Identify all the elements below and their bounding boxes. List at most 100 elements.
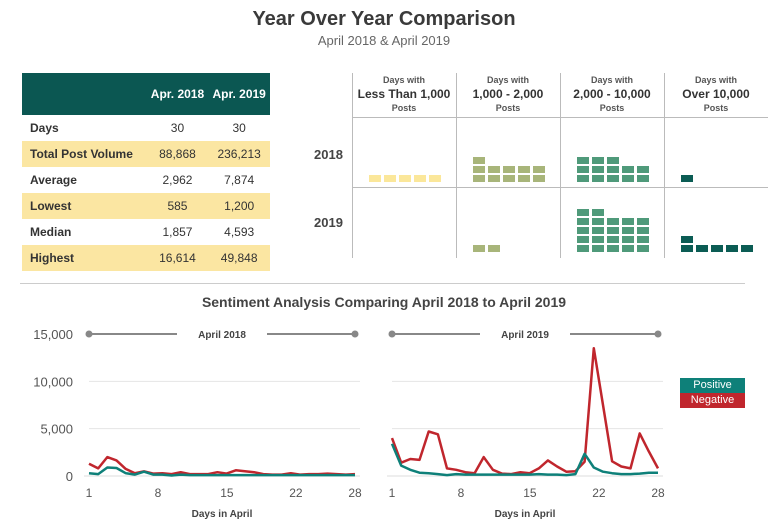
page-subtitle: April 2018 & April 2019 xyxy=(317,33,451,48)
x-tick-label: 1 xyxy=(86,486,93,500)
panel-label: April 2019 xyxy=(501,330,549,341)
row-label: Highest xyxy=(22,245,147,271)
column-header-bottom: Posts xyxy=(495,103,521,113)
legend-negative: Negative xyxy=(680,393,745,408)
chart-title: Sentiment Analysis Comparing April 2018 … xyxy=(201,294,567,310)
waffle-block xyxy=(607,236,619,243)
waffle-block xyxy=(637,218,649,225)
waffle-block xyxy=(592,236,604,243)
column-header-top: Days with xyxy=(694,75,737,85)
legend-positive: Positive xyxy=(680,378,745,393)
waffle-block xyxy=(577,209,589,216)
column-header-bottom: Posts xyxy=(703,103,729,113)
y-tick-label: 10,000 xyxy=(33,374,73,389)
waffle-block xyxy=(607,227,619,234)
waffle-block xyxy=(503,166,515,173)
waffle-block xyxy=(488,175,500,182)
y-tick-label: 5,000 xyxy=(40,422,73,437)
series-line-positive xyxy=(390,443,658,477)
x-tick-label: 22 xyxy=(592,486,606,500)
grid-line xyxy=(352,117,768,118)
series-line-positive xyxy=(88,466,355,477)
row-label: Days xyxy=(30,121,59,135)
grid-line xyxy=(456,73,457,258)
waffle-block xyxy=(429,175,441,182)
legend: Positive Negative xyxy=(680,378,745,408)
waffle-block xyxy=(577,236,589,243)
waffle-block xyxy=(473,175,485,182)
x-tick-label: 15 xyxy=(523,486,537,500)
page-title: Year Over Year Comparison xyxy=(252,8,516,30)
waffle-block xyxy=(711,245,723,252)
waffle-block xyxy=(384,175,396,182)
waffle-block xyxy=(533,166,545,173)
waffle-block xyxy=(577,218,589,225)
divider xyxy=(20,283,745,284)
x-tick-label: 28 xyxy=(348,486,362,500)
column-header-main: Less Than 1,000 xyxy=(357,87,451,101)
waffle-block xyxy=(726,245,738,252)
x-tick-label: 8 xyxy=(155,486,162,500)
column-header-main: 1,000 - 2,000 xyxy=(472,87,544,101)
waffle-block xyxy=(592,245,604,252)
row-label: 2018 xyxy=(314,147,343,162)
waffle-block xyxy=(592,227,604,234)
waffle-block xyxy=(488,245,500,252)
waffle-block xyxy=(473,245,485,252)
waffle-block xyxy=(681,236,693,243)
row-label: Lowest xyxy=(22,193,147,219)
waffle-block xyxy=(622,227,634,234)
column-header: Days with 2,000 - 10,000 Posts xyxy=(560,75,664,113)
table-row: Median 1,857 4,593 xyxy=(22,219,270,245)
waffle-block xyxy=(607,175,619,182)
header-2019: Apr. 2019 xyxy=(208,73,270,115)
series-line-negative xyxy=(88,455,356,476)
waffle-block xyxy=(473,166,485,173)
waffle-block xyxy=(741,245,753,252)
x-tick-label: 22 xyxy=(289,486,303,500)
waffle-block xyxy=(696,245,708,252)
series-line-negative xyxy=(390,346,660,476)
y-tick-label: 15,000 xyxy=(33,327,73,342)
cell-value: 1,200 xyxy=(208,193,270,219)
column-header: Days with Less Than 1,000 Posts xyxy=(352,75,456,113)
waffle-block xyxy=(518,166,530,173)
waffle-block xyxy=(622,245,634,252)
waffle-block xyxy=(369,175,381,182)
waffle-block xyxy=(592,166,604,173)
table-row: Average 2,962 7,874 xyxy=(22,167,270,193)
waffle-block xyxy=(622,166,634,173)
cell-value: 49,848 xyxy=(208,245,270,271)
x-tick-label: 28 xyxy=(651,486,665,500)
waffle-block xyxy=(637,227,649,234)
waffle-block xyxy=(607,157,619,164)
waffle-block xyxy=(592,175,604,182)
waffle-block xyxy=(681,245,693,252)
bracket-dot xyxy=(85,330,93,338)
waffle-block xyxy=(414,175,426,182)
cell-value: 4,593 xyxy=(224,225,255,239)
column-header-top: Days with xyxy=(486,75,529,85)
cell-value: 585 xyxy=(146,193,209,219)
x-axis-label: Days in April xyxy=(192,509,253,520)
grid-line xyxy=(352,73,353,258)
waffle-block xyxy=(607,218,619,225)
waffle-block xyxy=(577,227,589,234)
table-row: Days 30 30 xyxy=(22,115,270,141)
waffle-block xyxy=(473,157,485,164)
waffle-block xyxy=(622,236,634,243)
cell-value: 7,874 xyxy=(224,173,255,187)
column-header: Days with 1,000 - 2,000 Posts xyxy=(456,75,560,113)
panel-label: April 2018 xyxy=(198,330,246,341)
cell-value: 30 xyxy=(170,121,185,135)
table-row: Total Post Volume 88,868 236,213 xyxy=(22,141,270,167)
x-tick-label: 15 xyxy=(220,486,234,500)
row-label: Median xyxy=(30,225,72,239)
cell-value: 236,213 xyxy=(208,141,270,167)
column-header-top: Days with xyxy=(590,75,633,85)
bracket-dot xyxy=(388,330,396,338)
cell-value: 2,962 xyxy=(162,173,193,187)
waffle-block xyxy=(533,175,545,182)
x-axis-label: Days in April xyxy=(495,509,556,520)
